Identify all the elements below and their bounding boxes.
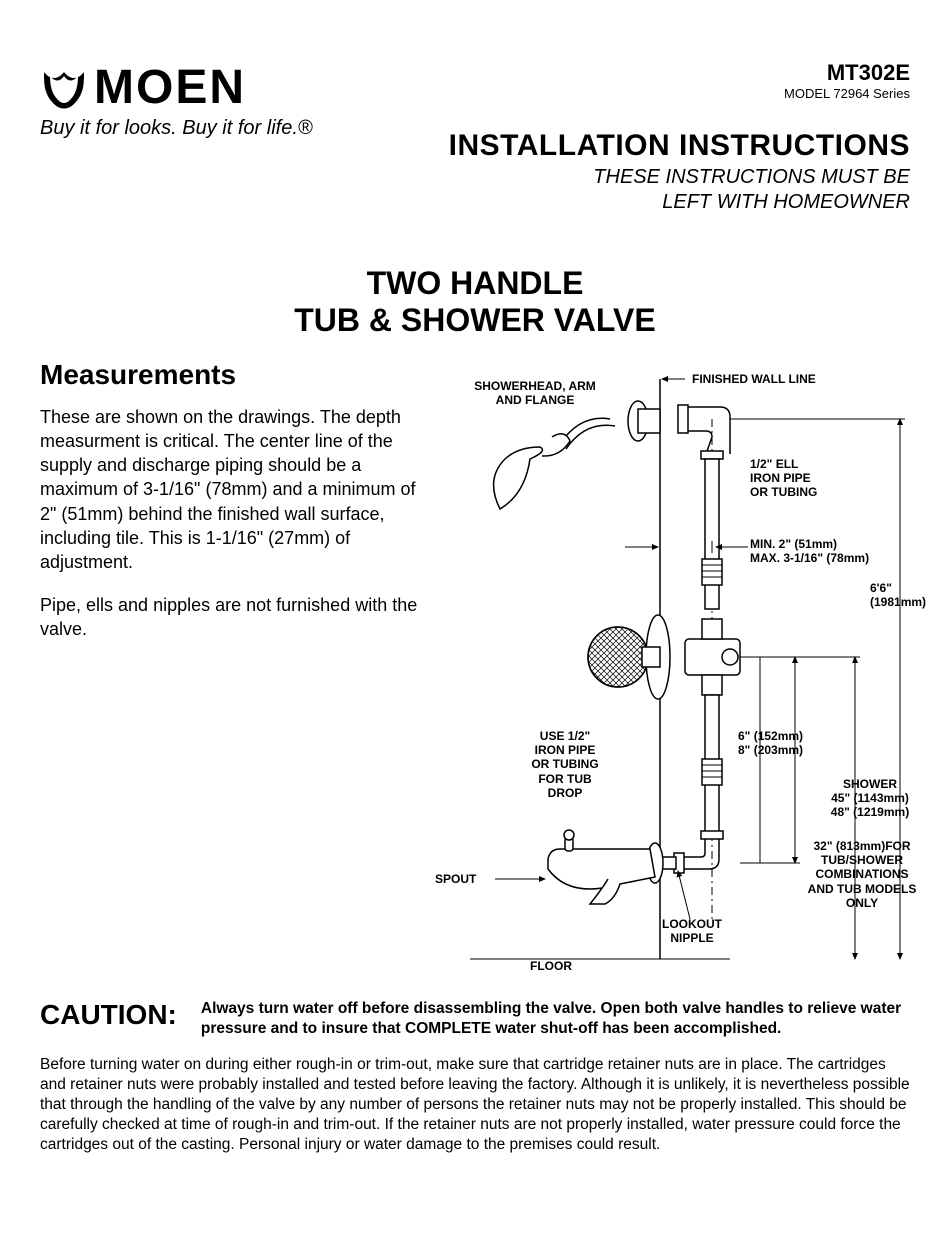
doc-code: MT302E [449,60,910,86]
measurements-p1: These are shown on the drawings. The dep… [40,405,420,575]
lbl-depth-min: MIN. 2" (51mm) [750,537,837,551]
tagline: Buy it for looks. Buy it for life.® [40,117,313,140]
lbl-ell-pipe: 1/2" ELLIRON PIPEOR TUBING [750,457,817,500]
logo-block: MOEN Buy it for looks. Buy it for life.® [40,60,313,140]
lbl-floor: FLOOR [530,959,572,973]
product-line2: TUB & SHOWER VALVE [294,302,655,338]
lbl-spout: SPOUT [435,872,476,886]
header: MOEN Buy it for looks. Buy it for life.®… [40,60,910,215]
lbl-tub-combo: 32" (813mm)FOR TUB/SHOWER COMBINATIONS A… [802,839,922,911]
lbl-total-height: 6'6"(1981mm) [870,581,926,610]
measurements-p2: Pipe, ells and nipples are not furnished… [40,593,420,642]
lbl-tub-drop: USE 1/2"IRON PIPEOR TUBINGFOR TUBDROP [520,729,610,801]
measurements-block: Measurements These are shown on the draw… [40,359,420,979]
lbl-showerhead: SHOWERHEAD, ARMAND FLANGE [460,379,610,408]
lbl-finished-wall: FINISHED WALL LINE [692,372,816,386]
lbl-depth-max: MAX. 3-1/16" (78mm) [750,551,869,565]
content-row: Measurements These are shown on the draw… [40,359,910,979]
measurements-heading: Measurements [40,359,420,391]
lbl-vs2: 8" (203mm) [738,743,803,757]
caution-heading: CAUTION: [40,999,177,1031]
header-right: MT302E MODEL 72964 Series INSTALLATION I… [449,60,910,215]
body-paragraph: Before turning water on during either ro… [40,1055,910,1156]
lbl-lookout: LOOKOUTNIPPLE [662,917,722,946]
brand-name: MOEN [94,60,246,115]
caution-row: CAUTION: Always turn water off before di… [40,999,910,1039]
moen-logo-icon [40,64,88,112]
model-line: MODEL 72964 Series [449,86,910,101]
product-line1: TWO HANDLE [367,265,584,301]
logo-row: MOEN [40,60,313,115]
lbl-shower: SHOWER 45" (1143mm) 48" (1219mm) [825,777,915,820]
caution-text: Always turn water off before disassembli… [201,999,910,1039]
lbl-vs1: 6" (152mm) [738,729,803,743]
install-sub-1: THESE INSTRUCTIONS MUST BE [593,166,910,188]
install-sub-2: LEFT WITH HOMEOWNER [662,191,910,213]
diagram: SHOWERHEAD, ARMAND FLANGE FINISHED WALL … [430,359,910,979]
install-sub: THESE INSTRUCTIONS MUST BE LEFT WITH HOM… [449,165,910,215]
install-title: INSTALLATION INSTRUCTIONS [449,129,910,163]
product-title: TWO HANDLE TUB & SHOWER VALVE [40,265,910,339]
